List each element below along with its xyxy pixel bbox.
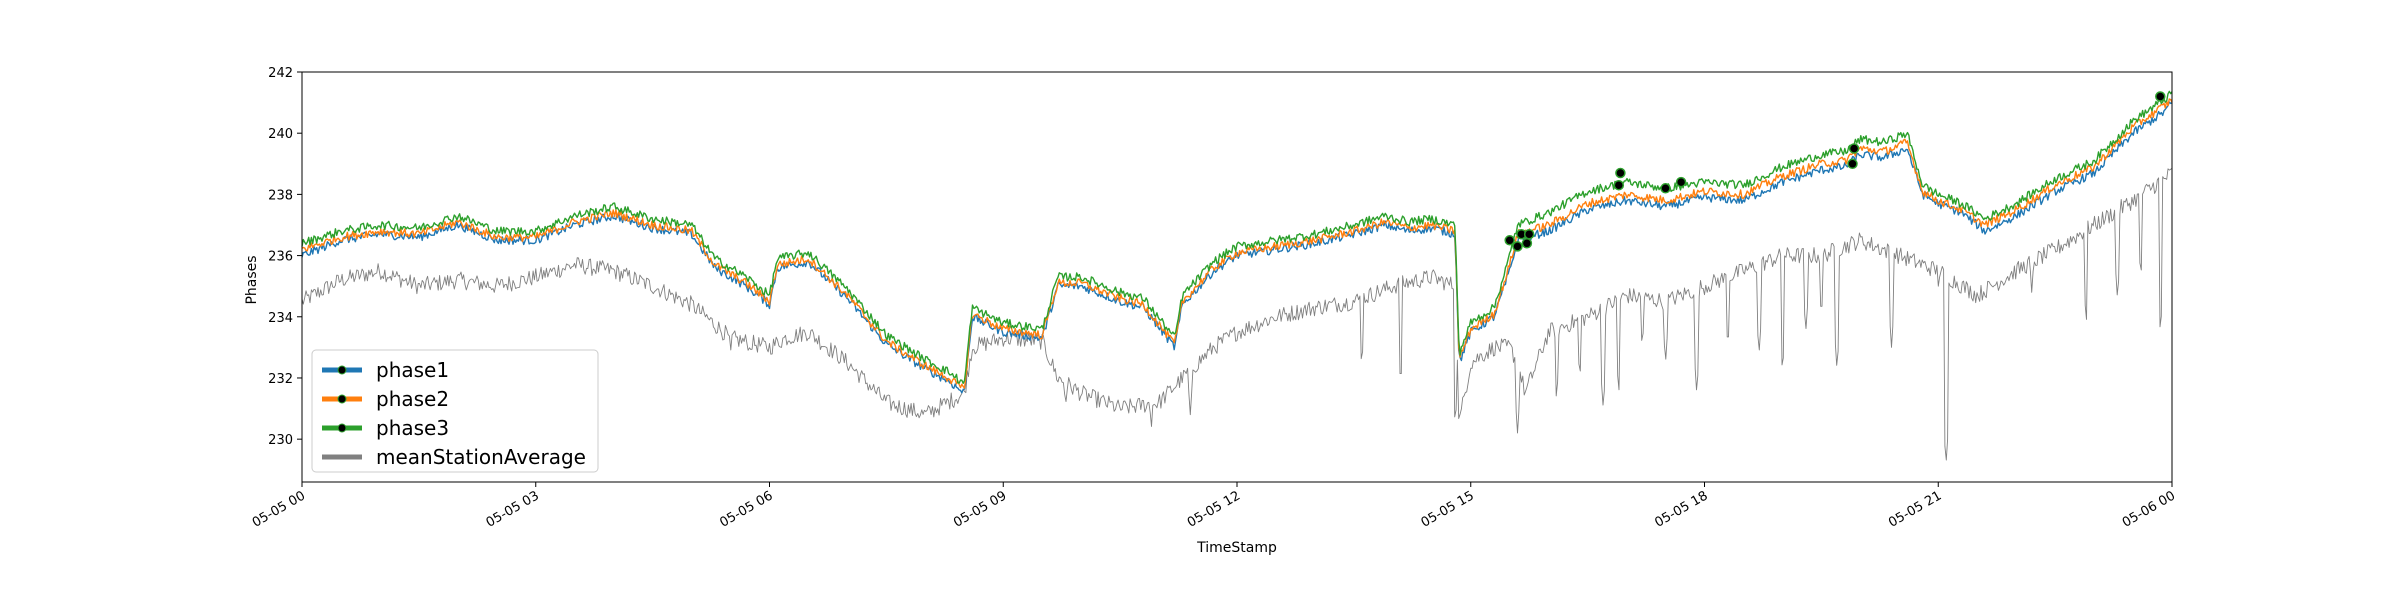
legend-label-meanStationAverage: meanStationAverage bbox=[376, 445, 586, 469]
legend-marker bbox=[337, 365, 347, 375]
x-axis-label: TimeStamp bbox=[1196, 540, 1277, 556]
y-tick-label: 232 bbox=[268, 372, 293, 387]
legend: phase1 phase2 phase3 meanStationAverage bbox=[311, 349, 599, 473]
anomaly-marker bbox=[1512, 241, 1523, 252]
legend-box bbox=[311, 349, 599, 473]
legend-label-phase3: phase3 bbox=[376, 416, 449, 440]
anomaly-marker bbox=[1847, 158, 1858, 170]
y-tick-label: 240 bbox=[268, 127, 293, 142]
legend-marker bbox=[337, 394, 347, 404]
anomaly-marker bbox=[1615, 167, 1626, 179]
legend-label-phase2: phase2 bbox=[376, 387, 449, 411]
series-line-phase2 bbox=[301, 98, 2173, 389]
y-tick-label: 242 bbox=[268, 66, 293, 81]
anomaly-marker bbox=[1675, 176, 1687, 188]
anomaly-marker bbox=[1848, 143, 1860, 154]
series-line-phase1 bbox=[301, 101, 2173, 394]
anomaly-marker bbox=[1613, 179, 1625, 191]
y-axis-label: Phases bbox=[244, 255, 260, 304]
anomaly-marker bbox=[1523, 228, 1535, 240]
series-line-meanStationAverage bbox=[301, 167, 2173, 461]
y-tick-label: 230 bbox=[268, 433, 293, 448]
anomaly-marker bbox=[1504, 235, 1515, 246]
anomaly-marker bbox=[1660, 183, 1671, 194]
y-tick-label: 234 bbox=[268, 311, 293, 326]
legend-label-phase1: phase1 bbox=[376, 358, 449, 382]
anomaly-marker bbox=[1521, 238, 1533, 249]
y-tick-label: 236 bbox=[268, 250, 293, 265]
legend-marker bbox=[337, 423, 347, 433]
series-line-phase3 bbox=[301, 90, 2173, 384]
y-tick-label: 238 bbox=[268, 188, 293, 203]
anomaly-marker bbox=[2155, 91, 2166, 102]
plot-area bbox=[301, 90, 2173, 461]
